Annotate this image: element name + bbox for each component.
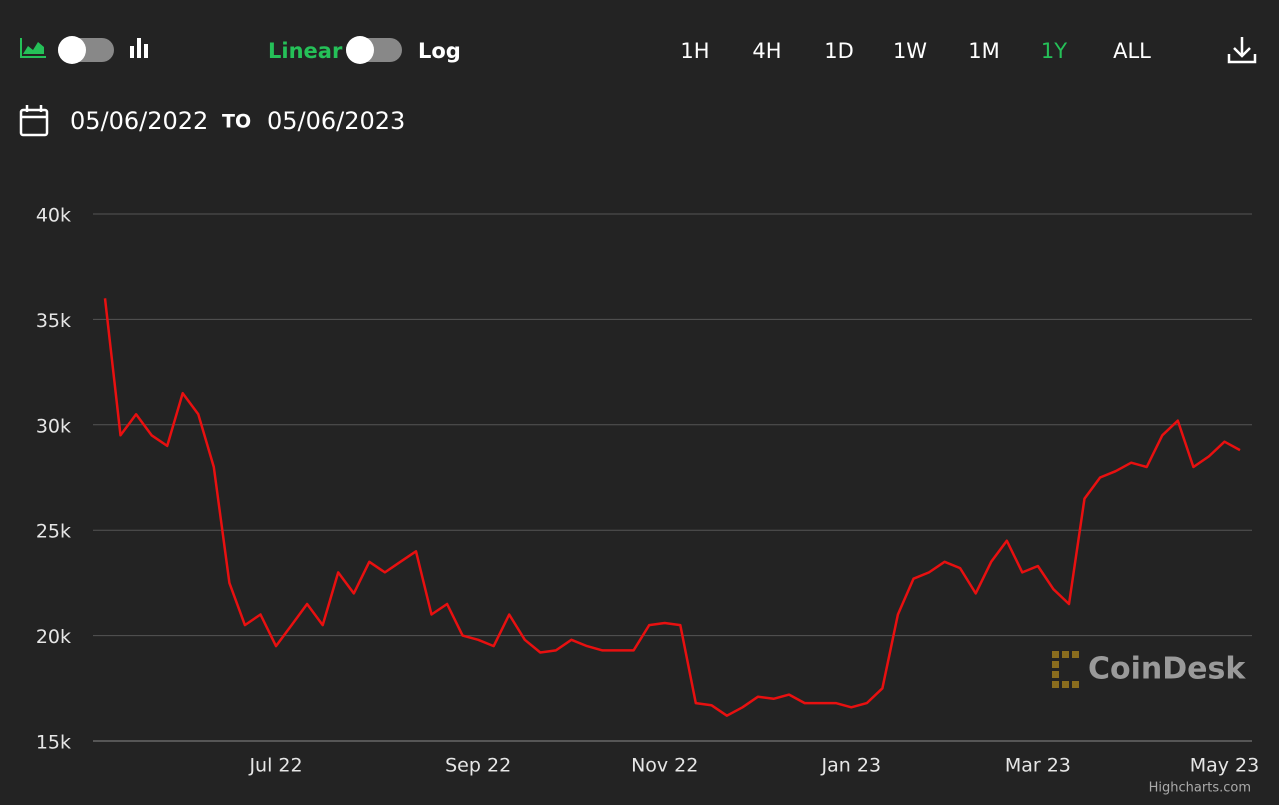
credit[interactable]: Highcharts.com — [1149, 781, 1251, 796]
range-button[interactable]: 1Y — [1041, 39, 1067, 63]
x-tick-label: Jul 22 — [248, 755, 302, 777]
chart-type-toggle[interactable] — [58, 36, 114, 64]
range-button[interactable]: 1M — [968, 39, 999, 63]
y-tick-label: 15k — [36, 732, 71, 754]
linear-label[interactable]: Linear — [268, 39, 343, 63]
y-tick-label: 20k — [36, 626, 71, 648]
x-tick-label: Mar 23 — [1005, 755, 1071, 777]
range-button[interactable]: ALL — [1113, 39, 1151, 63]
date-from[interactable]: 05/06/2022 — [70, 107, 208, 135]
range-button[interactable]: 1H — [680, 39, 709, 63]
x-tick-label: Nov 22 — [631, 755, 698, 777]
range-button[interactable]: 4H — [752, 39, 781, 63]
y-tick-label: 35k — [36, 310, 71, 332]
price-line — [103, 298, 1241, 717]
scale-toggle[interactable] — [346, 36, 402, 64]
download-icon[interactable] — [1227, 37, 1257, 64]
date-separator: TO — [222, 111, 251, 133]
y-tick-label: 30k — [36, 415, 71, 437]
x-tick-label: May 23 — [1190, 755, 1260, 777]
y-tick-label: 40k — [36, 205, 71, 227]
log-label[interactable]: Log — [418, 39, 461, 63]
x-tick-label: Jan 23 — [821, 755, 882, 777]
range-button[interactable]: 1D — [824, 39, 854, 63]
x-tick-label: Sep 22 — [445, 755, 511, 777]
y-tick-label: 25k — [36, 521, 71, 543]
area-chart-icon[interactable] — [20, 38, 46, 58]
watermark-logo — [1052, 651, 1079, 688]
bar-chart-icon[interactable] — [130, 38, 148, 58]
watermark: CoinDesk — [1088, 652, 1246, 687]
range-button[interactable]: 1W — [893, 39, 927, 63]
calendar-icon[interactable] — [19, 105, 49, 137]
date-to[interactable]: 05/06/2023 — [267, 107, 405, 135]
